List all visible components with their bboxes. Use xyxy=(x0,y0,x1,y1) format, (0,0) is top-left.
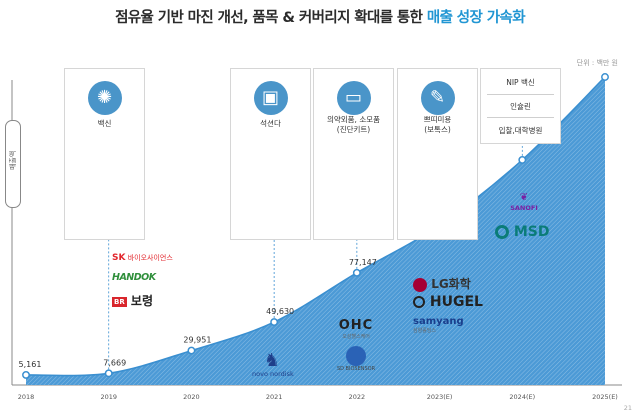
samyang-logo: samyang 삼양홀딩스 xyxy=(413,316,464,334)
page-number: 21 xyxy=(623,404,632,412)
boryung-logo: BR 보령 xyxy=(112,294,154,308)
ohc-logo: OHC 오성헬스케어 xyxy=(338,318,374,340)
novo-nordisk-logo: ♞ novo nordisk xyxy=(252,350,294,379)
x-tick-label: 2020 xyxy=(183,393,200,401)
data-point xyxy=(518,155,527,164)
bull-icon: ♞ xyxy=(263,350,281,371)
pipeline-list-card: NIP 백신 인슐린 입찰,대학병원 xyxy=(480,68,561,144)
area-fill xyxy=(26,77,605,385)
syringe-icon: ✎ xyxy=(420,81,455,115)
inset-card-aesthetics: ✎ 쁘띠미용 (보톡스) xyxy=(397,68,478,240)
data-point xyxy=(104,369,113,378)
data-point xyxy=(22,370,30,379)
inset-title: 의약외품, 소모품 (진단키트) xyxy=(326,115,381,134)
mask-icon: ▭ xyxy=(336,81,371,115)
inset-card-quasi-drug: ▭ 의약외품, 소모품 (진단키트) xyxy=(313,68,394,240)
data-point xyxy=(352,268,361,277)
x-tick-label: 2024(E) xyxy=(509,393,535,401)
list-item: 인슐린 xyxy=(510,102,531,111)
inset-title: 쁘띠미용 (보톡스) xyxy=(423,115,452,134)
hugel-icon xyxy=(413,296,425,308)
inset-card-vaccine: ✺ 백신 xyxy=(64,68,145,240)
x-tick-label: 2019 xyxy=(100,393,117,401)
sd-biosensor-logo: SD BIOSENSOR xyxy=(334,346,378,372)
y-axis-label: 매출액 xyxy=(5,120,21,208)
lg-icon xyxy=(413,277,427,292)
list-item: 입찰,대학병원 xyxy=(498,126,543,135)
x-tick-label: 2018 xyxy=(18,393,35,401)
x-tick-label: 2025(E) xyxy=(592,393,618,401)
x-tick-label: 2022 xyxy=(349,393,366,401)
data-label: 77,147 xyxy=(349,258,377,267)
list-item: NIP 백신 xyxy=(506,78,535,87)
data-label: 49,630 xyxy=(266,307,294,316)
title-accent: 매출 성장 가속화 xyxy=(426,10,526,26)
lg-chem-logo: LG화학 xyxy=(413,275,471,292)
data-point xyxy=(601,73,609,81)
msd-logo: MSD xyxy=(495,224,550,240)
data-label: 29,951 xyxy=(183,336,211,345)
globe-icon xyxy=(346,346,366,366)
page-title: 점유율 기반 마진 개선, 품목 & 커버리지 확대를 통한 매출 성장 가속화 xyxy=(0,6,640,27)
sk-bioscience-logo: SK 바이오사이언스 xyxy=(112,253,173,263)
sanofi-icon: ❦ xyxy=(519,192,529,203)
inset-title: 백신 xyxy=(97,119,112,128)
x-tick-label: 2023(E) xyxy=(427,393,453,401)
data-label: 7,669 xyxy=(103,358,126,367)
title-text: 점유율 기반 마진 개선, 품목 & 커버리지 확대를 통한 xyxy=(115,10,427,26)
data-point xyxy=(270,318,279,326)
x-tick-label: 2021 xyxy=(266,393,283,401)
sanofi-logo: ❦ SANOFI xyxy=(502,192,546,212)
device-icon: ▣ xyxy=(253,81,288,115)
hugel-logo: HUGEL xyxy=(413,294,483,310)
data-label: 5,161 xyxy=(19,360,42,369)
virus-icon: ✺ xyxy=(87,81,122,115)
handok-logo: HANDOK xyxy=(112,272,156,283)
unit-note: 단위 : 백만 원 xyxy=(576,59,618,67)
data-point xyxy=(187,346,196,355)
divider xyxy=(487,117,554,118)
inset-card-suction: ▣ 석션다 xyxy=(230,68,311,240)
inset-title: 석션다 xyxy=(260,119,281,128)
divider xyxy=(487,94,554,95)
msd-icon xyxy=(495,225,509,239)
